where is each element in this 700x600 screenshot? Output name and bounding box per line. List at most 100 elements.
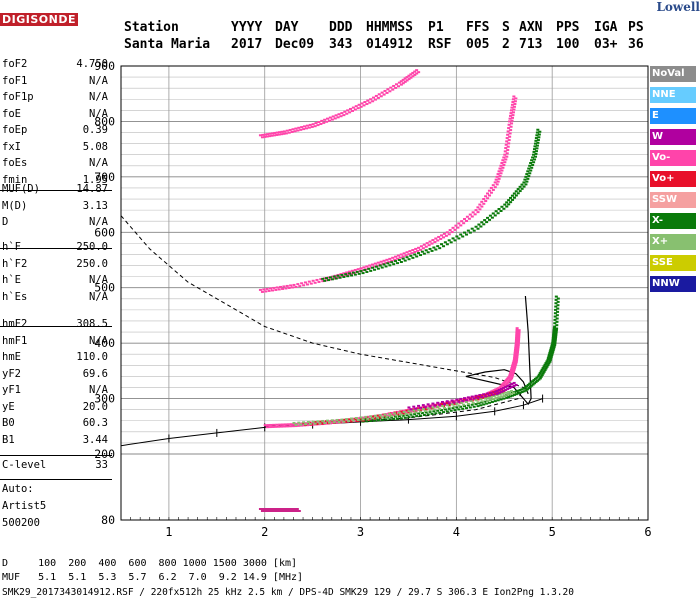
echo-point [419, 245, 423, 248]
param-name: M(D) [2, 199, 28, 212]
echo-point [359, 416, 363, 419]
echo-point [489, 186, 493, 189]
echo-point [424, 408, 428, 411]
echo-point [495, 392, 499, 395]
param-value: 33 [95, 459, 108, 471]
echo-point [511, 98, 515, 101]
echo-point [277, 133, 281, 136]
echo-point [499, 172, 503, 175]
echo-point [499, 385, 503, 388]
echo-point [500, 384, 504, 387]
echo-point [527, 175, 531, 178]
echo-point [328, 421, 332, 424]
echo-point [553, 315, 557, 318]
echo-point [509, 125, 513, 128]
echo-point [280, 133, 284, 136]
echo-point [326, 117, 330, 120]
echo-point [397, 411, 401, 414]
echo-point [460, 401, 464, 404]
echo-point [350, 272, 354, 275]
hdr-label-year: YYYY [231, 20, 263, 35]
echo-point [436, 409, 440, 412]
echo-point [401, 82, 405, 85]
echo-point [365, 420, 369, 423]
echo-point [338, 276, 342, 279]
echo-point [509, 196, 513, 199]
hdr-value-year: 2017 [231, 37, 263, 52]
echo-point [407, 411, 411, 414]
echo-point [272, 286, 276, 289]
echo-point [543, 369, 547, 372]
echo-point [513, 365, 517, 368]
echo-point [447, 402, 451, 405]
param-name: yF2 [2, 367, 21, 380]
echo-point [422, 252, 426, 255]
echo-point [528, 164, 532, 167]
echo-point [498, 386, 502, 389]
param-row: fxI 5.08 [2, 141, 108, 156]
echo-point [512, 95, 516, 98]
echo-point [363, 268, 367, 271]
echo-point [507, 203, 511, 206]
echo-point [340, 421, 344, 424]
param-row: B0 60.3 [2, 417, 108, 432]
echo-point [477, 402, 481, 405]
hdr-value-pps: 100 [556, 37, 580, 52]
echo-point [278, 423, 282, 426]
echo-point [402, 252, 406, 255]
param-name: yE [2, 400, 15, 413]
echo-point [476, 206, 480, 209]
echo-point [466, 404, 470, 407]
legend-item: NoVal [650, 66, 696, 82]
echo-point [351, 271, 355, 274]
echo-point [478, 203, 482, 206]
echo-point [369, 417, 373, 420]
echo-point [288, 425, 292, 428]
echo-point [555, 314, 559, 317]
echo-point [506, 387, 510, 390]
echo-point [323, 118, 327, 121]
echo-point [481, 400, 485, 403]
echo-point [514, 343, 518, 346]
echo-point [409, 408, 413, 411]
echo-point [404, 254, 408, 257]
echo-point [403, 259, 407, 262]
echo-point [468, 231, 472, 234]
echo-point [409, 413, 413, 416]
echo-point [295, 508, 299, 510]
echo-point [511, 114, 515, 117]
echo-point [333, 117, 337, 120]
echo-point [513, 353, 517, 356]
echo-point [275, 423, 279, 426]
echo-point [447, 400, 451, 403]
echo-point [514, 390, 518, 393]
echo-point [342, 114, 346, 117]
echo-point [464, 397, 468, 400]
echo-point [419, 254, 423, 257]
echo-point [405, 79, 409, 82]
echo-point [474, 394, 478, 397]
y-tick-label: 300 [94, 392, 115, 406]
echo-point [447, 406, 451, 409]
echo-point [470, 227, 474, 230]
echo-point [548, 350, 552, 353]
echo-point [361, 269, 365, 272]
echo-point [415, 409, 419, 412]
echo-point [273, 131, 277, 134]
echo-point [373, 268, 377, 271]
echo-point [303, 281, 307, 284]
echo-point [359, 267, 363, 270]
echo-point [361, 419, 365, 422]
echo-point [492, 395, 496, 398]
echo-point [542, 365, 546, 368]
echo-point [419, 248, 423, 251]
hdr-label-ffs: FFS [466, 20, 490, 35]
echo-point [269, 423, 273, 426]
echo-point [376, 261, 380, 264]
echo-point [472, 397, 476, 400]
echo-point [376, 414, 380, 417]
echo-point [477, 223, 481, 226]
echo-point [330, 118, 334, 121]
echo-point [396, 262, 400, 265]
